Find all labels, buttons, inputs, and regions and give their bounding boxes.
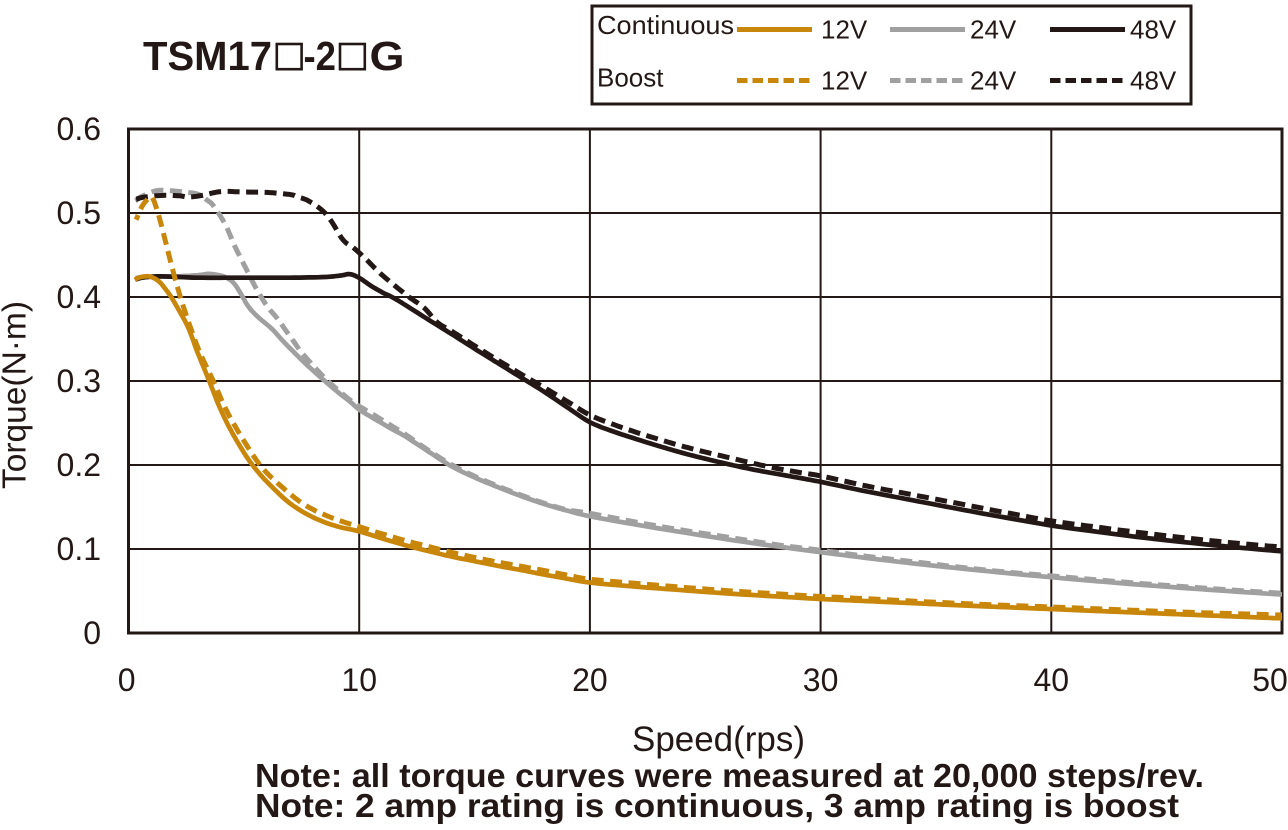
svg-text:0: 0	[118, 662, 136, 698]
svg-text:50: 50	[1252, 662, 1288, 698]
svg-text:Boost: Boost	[597, 63, 664, 93]
svg-text:30: 30	[803, 662, 839, 698]
svg-text:TSM17: TSM17	[143, 33, 272, 79]
svg-text:12V: 12V	[821, 66, 868, 96]
svg-text:40: 40	[1034, 662, 1070, 698]
svg-text:Torque(N·m): Torque(N·m)	[0, 301, 33, 489]
svg-text:24V: 24V	[970, 66, 1017, 96]
svg-text:0: 0	[83, 615, 101, 651]
svg-text:0.4: 0.4	[57, 279, 101, 315]
svg-text:0.5: 0.5	[57, 195, 101, 231]
svg-text:20: 20	[572, 662, 608, 698]
svg-text:0.2: 0.2	[57, 447, 101, 483]
svg-text:G: G	[370, 33, 405, 79]
svg-text:Note: 2 amp rating is continuo: Note: 2 amp rating is continuous, 3 amp …	[255, 788, 1179, 825]
svg-text:48V: 48V	[1130, 15, 1177, 45]
svg-text:0.3: 0.3	[57, 363, 101, 399]
svg-text:48V: 48V	[1130, 66, 1177, 96]
svg-text:12V: 12V	[821, 15, 868, 45]
svg-text:-2: -2	[304, 33, 337, 79]
svg-text:0.1: 0.1	[57, 531, 101, 567]
svg-text:0.6: 0.6	[57, 111, 101, 147]
svg-text:Note: all torque curves were m: Note: all torque curves were measured at…	[255, 758, 1204, 795]
svg-text:Speed(rps): Speed(rps)	[632, 720, 805, 759]
svg-text:Continuous: Continuous	[597, 10, 734, 40]
svg-text:24V: 24V	[970, 15, 1017, 45]
svg-text:10: 10	[341, 662, 377, 698]
